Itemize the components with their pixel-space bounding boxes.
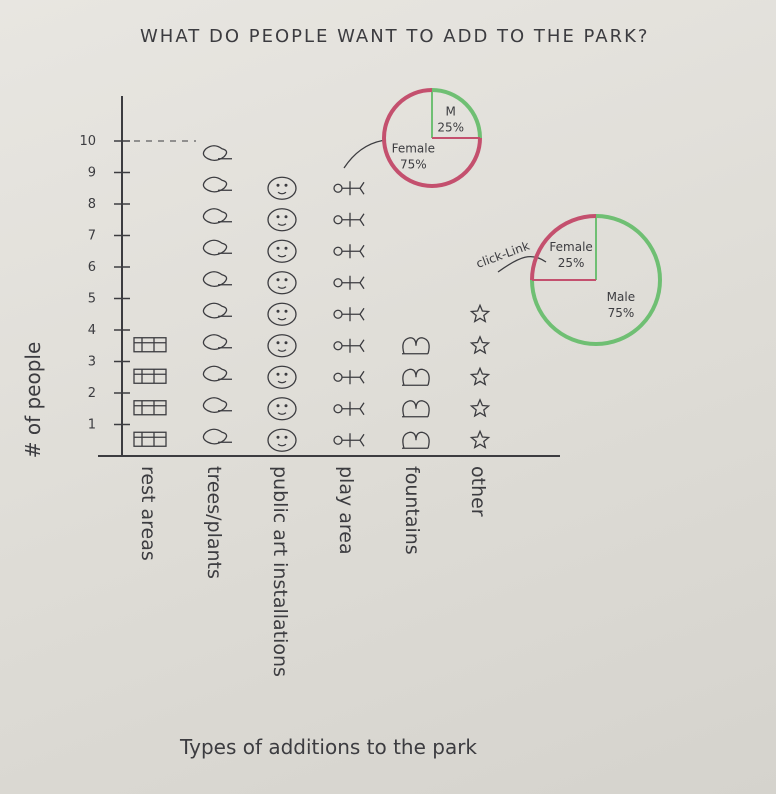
pie-chart-play-area: M 25%Female 75% (382, 88, 482, 188)
y-tick-label: 5 (88, 292, 96, 307)
y-axis-label: # of people (21, 342, 45, 459)
bench-icon (133, 400, 167, 416)
fountain-icon (402, 337, 430, 355)
bench-icon (133, 368, 167, 384)
tree-icon (202, 176, 232, 193)
star-icon (469, 303, 491, 323)
tree-icon (202, 208, 232, 224)
tree-icon (202, 365, 232, 382)
y-tick-label: 2 (88, 386, 96, 401)
person-icon (333, 212, 365, 227)
pie-slice (530, 214, 597, 281)
category-label: rest areas (137, 466, 159, 561)
bench-icon (133, 337, 167, 353)
category-label: play area (335, 466, 357, 555)
pie-slice-value: 75% (608, 306, 635, 320)
click-link-note: click-Link (474, 239, 531, 271)
person-icon (333, 370, 365, 385)
annotation-arrow-play (343, 139, 387, 169)
star-icon (469, 429, 491, 449)
bar-other (469, 303, 491, 449)
pie-slice (431, 88, 482, 139)
bar-public-art-installations (267, 176, 297, 452)
face-icon (267, 176, 297, 200)
pie-slice-label: Female (392, 142, 435, 156)
y-tick-label: 7 (88, 229, 96, 244)
person-icon (333, 338, 365, 353)
person-icon (333, 181, 365, 196)
category-label: trees/plants (203, 466, 225, 579)
bar-fountains (402, 337, 430, 449)
tree-icon (202, 428, 232, 445)
y-tick-label: 9 (88, 166, 96, 181)
face-icon (267, 428, 297, 452)
fountain-icon (402, 368, 430, 386)
face-icon (267, 334, 297, 358)
face-icon (267, 239, 297, 263)
chart-title: WHAT DO PEOPLE WANT TO ADD TO THE PARK? (140, 26, 649, 47)
star-icon (469, 335, 491, 355)
face-icon (267, 365, 297, 389)
tree-icon (202, 271, 232, 287)
category-label: fountains (401, 466, 423, 555)
y-tick-label: 8 (88, 197, 96, 212)
star-icon (469, 366, 491, 386)
category-label: public art installations (269, 466, 291, 677)
pie-slice (530, 214, 662, 346)
category-label: other (467, 466, 489, 517)
pie-slice-value: 25% (558, 256, 585, 270)
fountain-icon (402, 431, 430, 449)
face-icon (267, 397, 297, 421)
tree-icon (202, 302, 232, 319)
pie-slice-value: 25% (437, 120, 464, 134)
tree-icon (202, 397, 232, 413)
pie-slice-value: 75% (400, 158, 427, 172)
person-icon (333, 401, 365, 416)
tree-icon (202, 239, 232, 256)
bar-play-area (333, 181, 365, 448)
bar-rest-areas (133, 337, 167, 447)
annotation-arrow-other (497, 255, 547, 273)
tree-icon (202, 334, 232, 350)
y-tick-label: 4 (88, 323, 96, 338)
star-icon (469, 398, 491, 418)
pie-slice-label: M (446, 104, 456, 118)
pie-slice (382, 88, 482, 188)
y-tick-label: 3 (88, 355, 96, 370)
person-icon (333, 307, 365, 322)
bar-trees-plants (202, 145, 232, 445)
pie-chart-other: Male 75% Female 25% (530, 214, 662, 346)
pie-slice-label: Female (549, 240, 592, 254)
person-icon (333, 275, 365, 290)
y-tick-label: 1 (88, 418, 96, 433)
pie-slice-label: Male (607, 290, 635, 304)
fountain-icon (402, 400, 430, 418)
face-icon (267, 302, 297, 326)
face-icon (267, 271, 297, 295)
bench-icon (133, 431, 167, 447)
x-axis-label: Types of additions to the park (179, 735, 477, 759)
tree-icon (202, 145, 232, 161)
person-icon (333, 244, 365, 259)
y-tick-label: 10 (79, 134, 96, 149)
face-icon (267, 208, 297, 232)
person-icon (333, 433, 365, 448)
y-tick-label: 6 (88, 260, 96, 275)
